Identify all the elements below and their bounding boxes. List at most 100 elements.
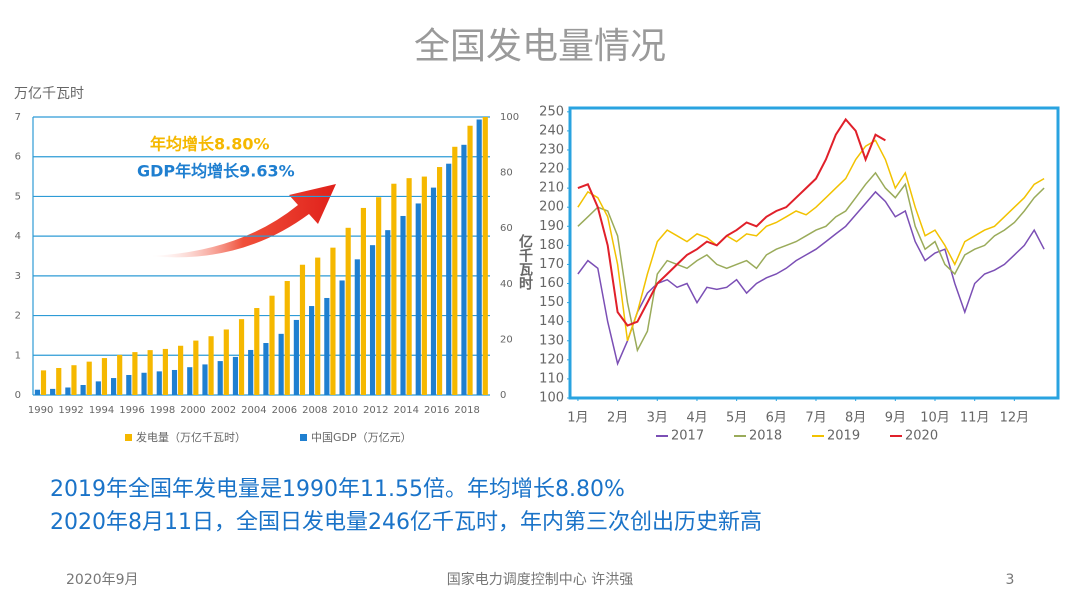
y-tick-label: 140 xyxy=(539,314,564,329)
bar xyxy=(101,358,108,395)
x-tick-label: 9月 xyxy=(885,411,906,426)
bar xyxy=(56,367,62,395)
series-line xyxy=(577,190,1045,367)
y-tick-label: 220 xyxy=(539,162,564,177)
bar xyxy=(376,197,382,395)
y-tick-label: 200 xyxy=(539,200,564,215)
bar xyxy=(141,372,147,395)
legend-label: 2017 xyxy=(671,429,704,444)
x-tick-label: 10月 xyxy=(920,411,950,426)
x-tick-label: 1994 xyxy=(89,405,114,416)
bar xyxy=(50,388,56,395)
y-tick-label: 7 xyxy=(15,112,21,123)
y-tick-label: 5 xyxy=(15,191,21,202)
x-tick-label: 2006 xyxy=(272,405,297,416)
bar xyxy=(162,348,168,395)
series-line xyxy=(577,139,1045,342)
x-tick-label: 2000 xyxy=(180,405,205,416)
x-tick-label: 3月 xyxy=(647,411,668,426)
x-tick-label: 7月 xyxy=(805,411,826,426)
bar xyxy=(238,319,245,395)
bar xyxy=(345,227,351,395)
y-tick-label: 4 xyxy=(15,231,21,242)
bar xyxy=(40,370,47,395)
bar xyxy=(126,374,132,395)
bar xyxy=(476,119,482,395)
legend-label: 2019 xyxy=(827,429,860,444)
annotation: GDP年均增长9.63% xyxy=(137,162,295,181)
bar xyxy=(156,371,162,395)
y-tick-label: 250 xyxy=(539,104,564,119)
x-tick-label: 12月 xyxy=(1000,411,1030,426)
y-tick-label: 100 xyxy=(539,391,564,406)
bar xyxy=(430,187,437,395)
y-tick-label: 180 xyxy=(539,238,564,253)
legend-swatch xyxy=(125,434,132,441)
y-axis-label: 万亿千瓦时 xyxy=(14,86,84,102)
y2-tick-label: 40 xyxy=(500,279,513,290)
bar xyxy=(339,280,345,395)
y-tick-label: 110 xyxy=(539,371,564,386)
y-tick-label: 150 xyxy=(539,295,564,310)
bar xyxy=(71,365,77,395)
legend-label: 2020 xyxy=(905,429,938,444)
bar xyxy=(248,349,254,395)
y-axis-label: 亿千瓦时 xyxy=(517,233,533,291)
bar xyxy=(360,207,367,395)
bar xyxy=(446,163,452,395)
y-tick-label: 170 xyxy=(539,257,564,272)
legend-label: 发电量（万亿千瓦时） xyxy=(136,430,246,444)
bar xyxy=(406,178,412,395)
bar xyxy=(86,361,92,395)
x-tick-label: 1992 xyxy=(58,405,83,416)
y-tick-label: 120 xyxy=(539,352,564,367)
x-tick-label: 11月 xyxy=(960,411,990,426)
plot-frame xyxy=(568,106,1060,400)
x-tick-label: 2010 xyxy=(333,405,358,416)
bar xyxy=(202,364,208,395)
note: 2019年全国年发电量是1990年11.55倍。年均增长8.80% xyxy=(50,477,625,502)
x-tick-label: 2016 xyxy=(424,405,449,416)
x-tick-label: 2008 xyxy=(302,405,327,416)
x-tick-label: 1996 xyxy=(119,405,144,416)
y2-tick-label: 0 xyxy=(500,390,506,401)
bar xyxy=(415,203,421,395)
x-tick-label: 2014 xyxy=(393,405,418,416)
bar xyxy=(147,350,153,395)
y-tick-label: 160 xyxy=(539,276,564,291)
bar xyxy=(132,352,138,395)
bar xyxy=(315,257,321,395)
bar xyxy=(178,345,184,395)
y-tick-label: 210 xyxy=(539,181,564,196)
series-line xyxy=(577,117,886,327)
bar xyxy=(421,176,427,395)
y2-tick-label: 80 xyxy=(500,168,513,179)
bar xyxy=(223,329,229,395)
x-tick-label: 6月 xyxy=(766,411,787,426)
y-tick-label: 3 xyxy=(15,271,21,282)
x-tick-label: 1990 xyxy=(28,405,53,416)
annotation: 年均增长8.80% xyxy=(150,135,270,154)
bar xyxy=(354,259,360,395)
bar xyxy=(171,369,178,395)
bar xyxy=(284,281,290,395)
bar xyxy=(369,245,376,395)
y-tick-label: 230 xyxy=(539,142,564,157)
y-tick-label: 6 xyxy=(15,152,21,163)
y-tick-label: 1 xyxy=(15,350,21,361)
bar xyxy=(309,306,315,395)
bar xyxy=(482,117,488,395)
bar xyxy=(34,389,41,395)
bar xyxy=(391,183,397,395)
bar xyxy=(232,356,239,395)
x-tick-label: 2002 xyxy=(211,405,236,416)
bar xyxy=(217,361,223,395)
bar xyxy=(65,387,71,395)
x-tick-label: 2012 xyxy=(363,405,388,416)
bar xyxy=(95,381,101,395)
bar xyxy=(193,340,199,395)
bar xyxy=(269,295,275,395)
y-tick-label: 130 xyxy=(539,333,564,348)
legend-label: 中国GDP（万亿元） xyxy=(311,431,412,444)
